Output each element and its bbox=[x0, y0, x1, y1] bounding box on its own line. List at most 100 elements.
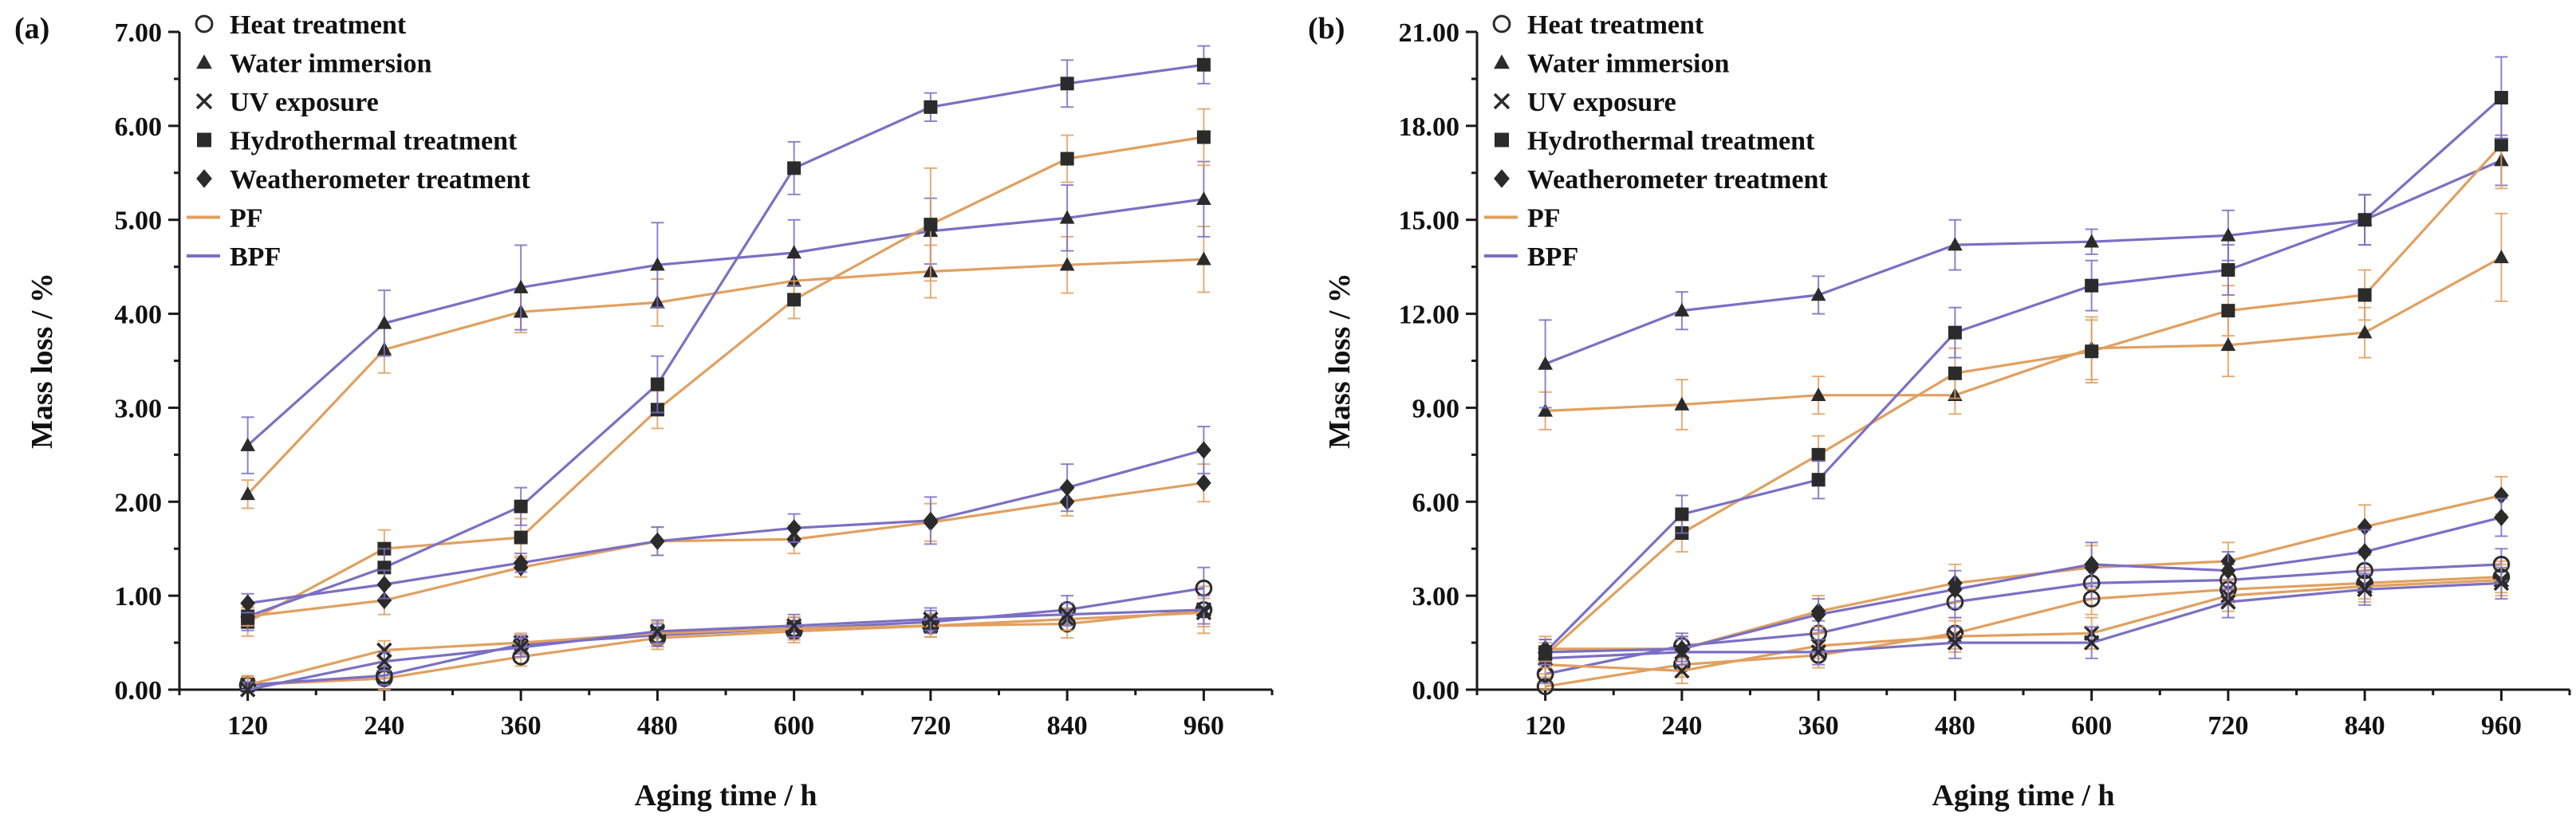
data-point bbox=[2083, 635, 2100, 651]
data-point bbox=[1675, 507, 1689, 521]
data-point bbox=[786, 519, 802, 537]
data-point bbox=[924, 218, 938, 232]
y-tick-label: 6.00 bbox=[115, 112, 163, 142]
legend-label: Hydrothermal treatment bbox=[230, 127, 518, 156]
y-tick-label: 3.00 bbox=[115, 394, 163, 423]
y-tick-label: 2.00 bbox=[115, 488, 163, 517]
series-line bbox=[247, 611, 1204, 686]
data-point bbox=[1948, 580, 1963, 599]
x-tick-label: 120 bbox=[1525, 711, 1566, 741]
legend-item-hydro: Hydrothermal treatment bbox=[1495, 127, 1815, 156]
data-point bbox=[1947, 635, 1964, 651]
series-pf-water bbox=[240, 225, 1211, 509]
panel-label: (b) bbox=[1308, 12, 1345, 45]
x-tick-label: 840 bbox=[2345, 711, 2385, 741]
y-tick-label: 4.00 bbox=[115, 301, 163, 330]
x-axis-title: Aging time / h bbox=[1932, 779, 2114, 812]
legend-item-heat: Heat treatment bbox=[195, 10, 407, 40]
series-pf-water bbox=[1538, 212, 2509, 431]
data-point bbox=[376, 653, 392, 670]
data-point bbox=[1810, 387, 1826, 401]
x-tick-label: 240 bbox=[364, 711, 404, 741]
data-point bbox=[924, 100, 938, 114]
y-tick-label: 21.00 bbox=[1399, 18, 1460, 48]
data-point bbox=[1059, 257, 1075, 271]
series-line bbox=[1545, 256, 2503, 412]
data-point bbox=[650, 377, 664, 391]
data-point bbox=[1196, 191, 1211, 206]
data-point bbox=[2221, 304, 2235, 318]
data-point bbox=[1059, 210, 1075, 224]
x-tick-label: 600 bbox=[774, 711, 814, 741]
legend-item-water: Water immersion bbox=[196, 49, 431, 79]
data-point bbox=[240, 437, 255, 451]
data-point bbox=[2085, 278, 2099, 293]
data-point bbox=[1810, 644, 1826, 660]
x-axis-title: Aging time / h bbox=[634, 779, 817, 812]
y-axis-title: Mass loss / % bbox=[1323, 273, 1357, 449]
series-line bbox=[1545, 581, 2502, 660]
triangle-icon bbox=[196, 54, 212, 69]
data-point bbox=[2221, 263, 2235, 277]
square-icon bbox=[197, 132, 211, 148]
series-line bbox=[247, 608, 1204, 686]
legend-label: Water immersion bbox=[230, 49, 431, 79]
y-tick-label: 12.00 bbox=[1399, 301, 1460, 330]
series-line bbox=[1545, 516, 2502, 654]
series-line bbox=[247, 608, 1204, 691]
x-tick-label: 480 bbox=[637, 711, 678, 741]
legend-item-bpf: BPF bbox=[187, 242, 281, 272]
data-point bbox=[787, 293, 802, 307]
legend-item-water: Water immersion bbox=[1494, 49, 1729, 79]
y-tick-label: 6.00 bbox=[1412, 488, 1460, 517]
data-point bbox=[1674, 663, 1690, 679]
legend-label: BPF bbox=[1527, 242, 1578, 272]
circle-icon bbox=[195, 14, 214, 33]
y-tick-label: 9.00 bbox=[1412, 394, 1460, 423]
triangle-icon bbox=[1494, 54, 1510, 69]
legend-label: Hydrothermal treatment bbox=[1527, 127, 1815, 156]
legend-label: Heat treatment bbox=[230, 10, 407, 40]
data-point bbox=[2494, 91, 2508, 104]
data-point bbox=[513, 639, 529, 655]
data-point bbox=[514, 530, 528, 545]
series-line bbox=[246, 198, 1204, 446]
diamond-icon bbox=[1494, 169, 1510, 188]
data-point bbox=[514, 499, 528, 513]
data-point bbox=[2220, 594, 2236, 610]
data-point bbox=[786, 618, 802, 634]
data-point bbox=[1195, 602, 1212, 618]
data-point bbox=[1948, 366, 1962, 380]
panel-label: (a) bbox=[14, 12, 49, 45]
data-point bbox=[1674, 302, 1690, 317]
data-point bbox=[240, 608, 255, 626]
x-tick-label: 120 bbox=[227, 711, 268, 741]
series-group bbox=[238, 45, 1213, 698]
circle-icon bbox=[1492, 14, 1511, 33]
x-tick-label: 960 bbox=[1184, 711, 1224, 741]
data-point bbox=[2357, 581, 2373, 598]
x-tick-label: 600 bbox=[2071, 711, 2112, 741]
data-point bbox=[1196, 441, 1211, 459]
y-tick-label: 1.00 bbox=[115, 582, 163, 612]
legend: Heat treatment Water immersion UV exposure… bbox=[1484, 10, 1828, 272]
legend: Heat treatment Water immersion UV exposure… bbox=[187, 10, 530, 272]
data-point bbox=[1810, 605, 1826, 623]
data-point bbox=[2220, 561, 2236, 580]
data-point bbox=[2357, 288, 2372, 302]
data-point bbox=[240, 594, 255, 612]
data-point bbox=[2494, 137, 2508, 151]
series-bpf-water bbox=[240, 160, 1211, 474]
y-tick-label: 18.00 bbox=[1399, 112, 1460, 142]
y-tick-label: 7.00 bbox=[115, 18, 163, 48]
series-line bbox=[246, 258, 1204, 495]
series-line bbox=[1544, 96, 2503, 654]
legend-item-uv: UV exposure bbox=[195, 88, 379, 117]
series-group bbox=[1536, 56, 2511, 695]
legend-item-heat: Heat treatment bbox=[1492, 10, 1704, 40]
series-bpf-weather bbox=[1538, 498, 2509, 666]
series-bpf-hydro bbox=[1538, 56, 2508, 666]
data-point bbox=[376, 575, 392, 594]
y-tick-label: 0.00 bbox=[115, 676, 163, 706]
